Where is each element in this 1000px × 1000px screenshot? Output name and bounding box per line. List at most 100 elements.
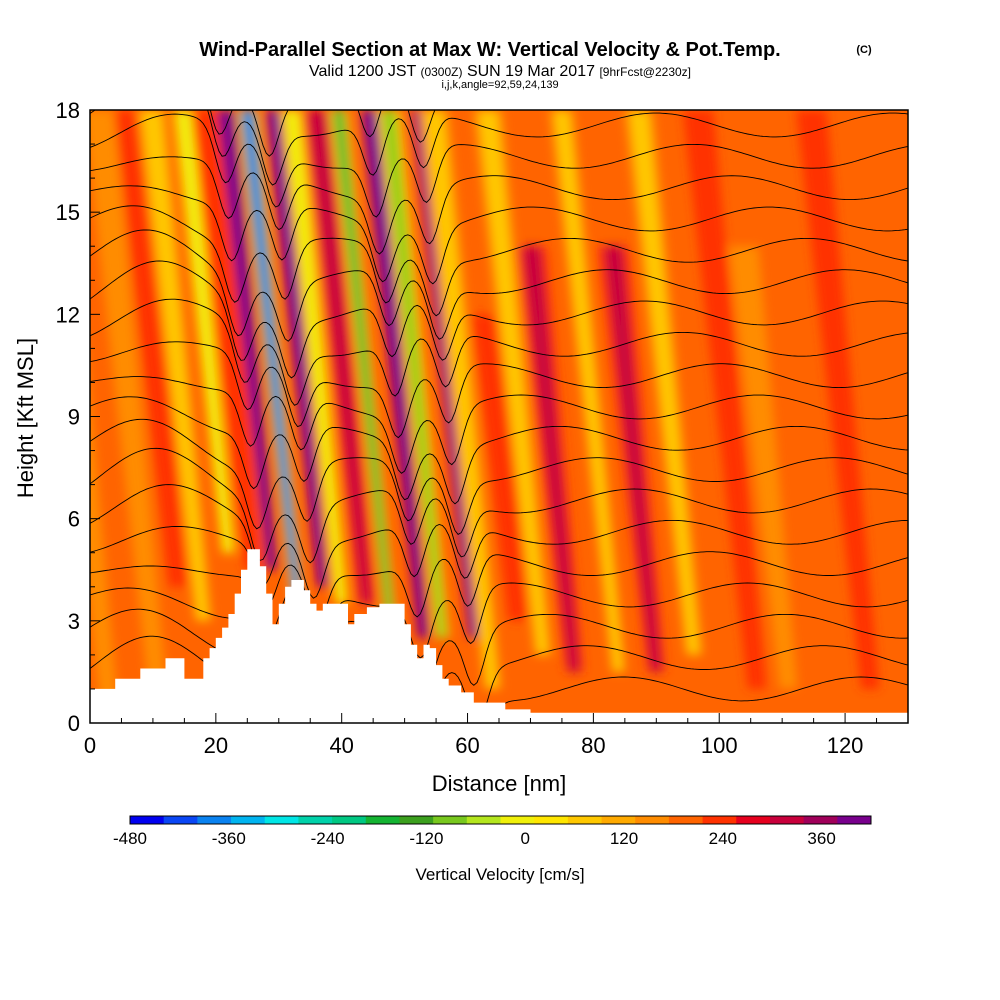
x-tick-label: 0 [84, 733, 96, 758]
x-tick-label: 40 [329, 733, 353, 758]
velocity-plume [307, 110, 373, 604]
velocity-plume [222, 110, 275, 570]
x-tick-label: 60 [455, 733, 479, 758]
velocity-plume [728, 246, 798, 689]
theta-contour-line [90, 185, 908, 285]
theta-contour-line [90, 484, 908, 599]
colorbar-swatch [466, 816, 501, 824]
colorbar-swatch [264, 816, 299, 824]
colorbar-tick-label: 0 [520, 829, 529, 848]
y-tick-label: 18 [56, 98, 80, 123]
theta-contour-line [90, 526, 908, 625]
velocity-plume [521, 246, 581, 672]
colorbar-tick-label: 120 [610, 829, 638, 848]
colorbar-swatch [736, 816, 771, 824]
colorbar-tick-label: -480 [113, 829, 147, 848]
y-axis-label: Height [Kft MSL] [13, 338, 38, 498]
colorbar-tick-label: 240 [709, 829, 737, 848]
x-tick-label: 20 [204, 733, 228, 758]
velocity-plume [244, 110, 300, 604]
colorbar-swatch [163, 816, 198, 824]
theta-contour-line [90, 205, 908, 317]
velocity-plume [90, 110, 169, 706]
velocity-plume [478, 110, 549, 655]
colorbar-swatch [433, 816, 468, 824]
theta-contour-line [90, 229, 908, 342]
theta-contour-line [90, 587, 908, 693]
y-tick-label: 9 [68, 405, 80, 430]
colorbar-swatch [769, 816, 805, 824]
y-axis: 0 3 6 9 12 15 18 [56, 98, 100, 736]
y-tick-label: 0 [68, 711, 80, 736]
subtitle-forecast: [9hrFcst@2230z] [599, 65, 691, 79]
velocity-plume [553, 110, 624, 672]
plot-area [90, 110, 908, 723]
colorbar-swatch [298, 816, 333, 824]
colorbar-tick-label: 360 [807, 829, 835, 848]
x-tick-label: 80 [581, 733, 605, 758]
x-axis: 0 20 40 60 80 100 120 [84, 713, 909, 758]
velocity-plume [177, 110, 233, 553]
velocity-plume [603, 246, 662, 672]
theta-contour-line [90, 396, 908, 505]
terrain [90, 549, 908, 723]
colorbar-swatch [130, 816, 165, 824]
colorbar-swatch [399, 816, 434, 824]
x-tick-label: 100 [701, 733, 738, 758]
theta-contour-line [90, 565, 908, 659]
section-info: i,j,k,angle=92,59,24,139 [441, 79, 558, 91]
colorbar-swatch [803, 816, 838, 824]
theta-contour-line [90, 376, 908, 474]
x-axis-label: Distance [nm] [432, 771, 567, 796]
colorbar-swatch [635, 816, 670, 824]
copyright-mark: (C) [856, 44, 872, 56]
chart-subtitle: Valid 1200 JST (0300Z) SUN 19 Mar 2017 [… [309, 63, 691, 80]
theta-contour-line [90, 260, 908, 379]
theta-contour-line [90, 113, 908, 218]
chart-title: Wind-Parallel Section at Max W: Vertical… [199, 39, 780, 61]
colorbar-swatch [365, 816, 400, 824]
velocity-plume [141, 110, 209, 621]
theta-contour-line [90, 447, 908, 564]
colorbar-swatch [500, 816, 535, 824]
theta-contour-line [90, 418, 908, 535]
subtitle-date: SUN 19 Mar 2017 [467, 63, 595, 80]
colorbar-tick-label: -120 [409, 829, 443, 848]
colorbar-frame [129, 815, 872, 825]
y-tick-label: 15 [56, 200, 80, 225]
colorbar-swatch [332, 816, 367, 824]
velocity-plume [191, 110, 263, 570]
colorbar-tick-label: -240 [311, 829, 345, 848]
colorbar-swatch [231, 816, 266, 824]
velocity-plume [90, 396, 118, 703]
velocity-plume [285, 110, 346, 604]
velocity-plume [114, 110, 188, 587]
velocity-plume [796, 110, 880, 689]
subtitle-valid: Valid 1200 JST [309, 63, 417, 80]
colorbar-swatch [668, 816, 703, 824]
colorbar-swatch [601, 816, 636, 824]
velocity-plume [383, 110, 446, 638]
colorbar-swatch [702, 816, 737, 824]
colorbar-swatch [197, 816, 232, 824]
colorbar-swatch [837, 816, 872, 824]
theta-contour-line [209, 110, 436, 157]
theta-contour-line [90, 298, 908, 406]
velocity-plume [366, 110, 426, 638]
colorbar-tick-label: -360 [212, 829, 246, 848]
velocity-plume [334, 110, 395, 638]
colorbar-label: Vertical Velocity [cm/s] [415, 865, 584, 884]
colorbar: -480 -360 -240 -120 0 120 240 360 [113, 815, 872, 848]
theta-contour-line [90, 341, 908, 439]
colorbar-swatch [534, 816, 569, 824]
x-tick-label: 120 [827, 733, 864, 758]
theta-contour-line [90, 110, 908, 186]
velocity-plume [629, 110, 700, 655]
theta-contour-line [90, 156, 908, 255]
velocity-plume [471, 314, 527, 621]
y-tick-label: 3 [68, 609, 80, 634]
y-tick-label: 12 [56, 302, 80, 327]
y-tick-label: 6 [68, 507, 80, 532]
subtitle-utc: (0300Z) [420, 65, 462, 79]
